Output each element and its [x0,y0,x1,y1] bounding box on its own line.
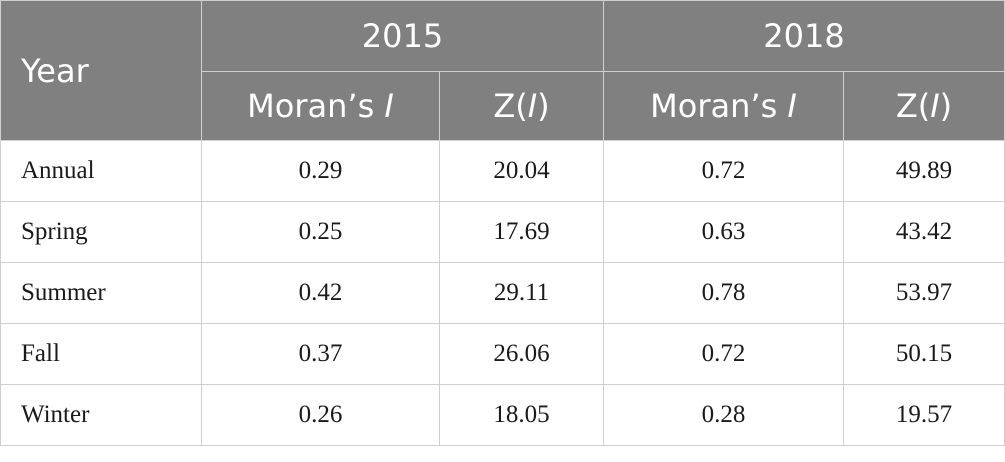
table-row: Spring 0.25 17.69 0.63 43.42 [0,201,1005,263]
table-row: Summer 0.42 29.11 0.78 53.97 [0,262,1005,324]
group-header-2015: 2015 [201,0,604,72]
row-label: Summer [0,262,202,324]
morans-i-table: Year 2015 2018 Moran’s I Z(I) Moran’s I … [0,0,1005,446]
table-body: Annual 0.29 20.04 0.72 49.89 Spring 0.25… [0,140,1005,446]
table-cell: 0.72 [603,140,844,202]
subheader-morans-i-2015: Moran’s I [201,71,440,141]
table-row: Annual 0.29 20.04 0.72 49.89 [0,140,1005,202]
subheader-z-i-2018: Z(I) [843,71,1005,141]
table-cell: 49.89 [843,140,1005,202]
table-cell: 0.72 [603,323,844,385]
table-cell: 0.26 [201,384,440,446]
year-header: Year [0,0,202,141]
table-cell: 43.42 [843,201,1005,263]
table-cell: 0.29 [201,140,440,202]
table-row: Fall 0.37 26.06 0.72 50.15 [0,323,1005,385]
subheader-z-i-2015: Z(I) [439,71,604,141]
table-cell: 53.97 [843,262,1005,324]
table-cell: 0.78 [603,262,844,324]
table-row: Winter 0.26 18.05 0.28 19.57 [0,384,1005,446]
table-cell: 19.57 [843,384,1005,446]
table-cell: 0.28 [603,384,844,446]
subheader-morans-i-2018: Moran’s I [603,71,844,141]
table-cell: 18.05 [439,384,604,446]
table-cell: 17.69 [439,201,604,263]
table-header: Year 2015 2018 Moran’s I Z(I) Moran’s I … [0,0,1005,141]
row-label: Spring [0,201,202,263]
group-header-2018: 2018 [603,0,1005,72]
table-cell: 26.06 [439,323,604,385]
table-cell: 50.15 [843,323,1005,385]
table-cell: 0.25 [201,201,440,263]
table-cell: 0.63 [603,201,844,263]
table-cell: 29.11 [439,262,604,324]
table-cell: 0.42 [201,262,440,324]
table-cell: 0.37 [201,323,440,385]
row-label: Fall [0,323,202,385]
row-label: Annual [0,140,202,202]
table-cell: 20.04 [439,140,604,202]
row-label: Winter [0,384,202,446]
